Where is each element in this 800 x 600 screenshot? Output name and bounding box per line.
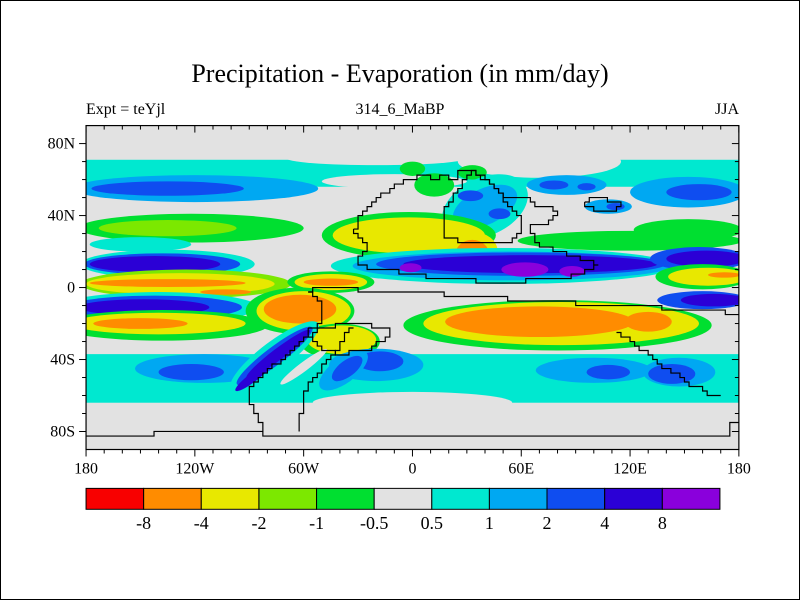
y-tick-label: 40S bbox=[50, 352, 75, 369]
colorbar-cell-lightblue bbox=[488, 487, 548, 510]
coastline-gondwana-west-coast bbox=[248, 291, 323, 432]
coastline-eastern-coast bbox=[616, 331, 721, 397]
colorbar-cell-green bbox=[316, 487, 375, 510]
axis-ticks bbox=[79, 125, 740, 457]
coastline-laurussia bbox=[352, 169, 599, 284]
coastline-polar-coast bbox=[86, 421, 739, 437]
colorbar-label: -2 bbox=[251, 513, 266, 533]
colorbar-label: 8 bbox=[658, 513, 667, 533]
axis-labels: 180 120W 60W 0 60E 120E 180 80N 40N 0 40S 80S bbox=[48, 136, 751, 478]
colorbar-label: 1 bbox=[485, 513, 494, 533]
coastline-tethys-sea bbox=[443, 169, 522, 244]
experiment-label: Expt = teYjl bbox=[86, 101, 166, 118]
coastlines bbox=[86, 169, 739, 437]
coastline-ne-island bbox=[584, 196, 622, 212]
colorbar-cell-yellowgreen bbox=[258, 487, 318, 510]
y-tick-label: 80S bbox=[50, 423, 75, 440]
colorbar-label: -1 bbox=[309, 513, 324, 533]
x-tick-label: 120W bbox=[175, 460, 215, 477]
colorbar-cell-darkblue bbox=[604, 487, 663, 510]
x-tick-label: 180 bbox=[727, 460, 751, 477]
colorbar-cell-orange bbox=[143, 487, 202, 510]
y-tick-label: 0 bbox=[67, 280, 75, 297]
figure-title: Precipitation - Evaporation (in mm/day) bbox=[191, 59, 609, 88]
coastline-gondwana-north-coast bbox=[308, 286, 739, 316]
coastline-inner-bay-coast bbox=[298, 327, 354, 432]
colorbar-cell-gray bbox=[373, 487, 433, 510]
colorbar-label: 4 bbox=[600, 513, 609, 533]
colorbar-label: 2 bbox=[543, 513, 552, 533]
x-tick-label: 60E bbox=[508, 460, 534, 477]
colorbar: -8 -4 -2 -1 -0.5 0.5 1 2 4 8 bbox=[85, 487, 721, 533]
colorbar-label: 0.5 bbox=[421, 513, 443, 533]
colorbar-cell-purple bbox=[661, 487, 721, 510]
season-label: JJA bbox=[714, 101, 739, 118]
colorbar-cell-red bbox=[85, 487, 145, 510]
colorbar-cell-cyan bbox=[431, 487, 490, 510]
x-tick-label: 0 bbox=[408, 460, 416, 477]
x-tick-label: 120E bbox=[613, 460, 647, 477]
coastline-southeast-peninsula bbox=[307, 322, 391, 356]
figure-subtitle: 314_6_MaBP bbox=[355, 101, 445, 118]
colorbar-cell-blue bbox=[546, 487, 606, 510]
x-tick-label: 60W bbox=[288, 460, 320, 477]
colorbar-cell-yellow bbox=[200, 487, 260, 510]
y-tick-label: 40N bbox=[48, 208, 76, 225]
map-field bbox=[86, 125, 739, 450]
colorbar-label: -8 bbox=[136, 513, 151, 533]
x-tick-label: 180 bbox=[74, 460, 98, 477]
colorbar-label: -0.5 bbox=[360, 513, 388, 533]
colorbar-label: -4 bbox=[194, 513, 209, 533]
y-tick-label: 80N bbox=[48, 136, 76, 153]
